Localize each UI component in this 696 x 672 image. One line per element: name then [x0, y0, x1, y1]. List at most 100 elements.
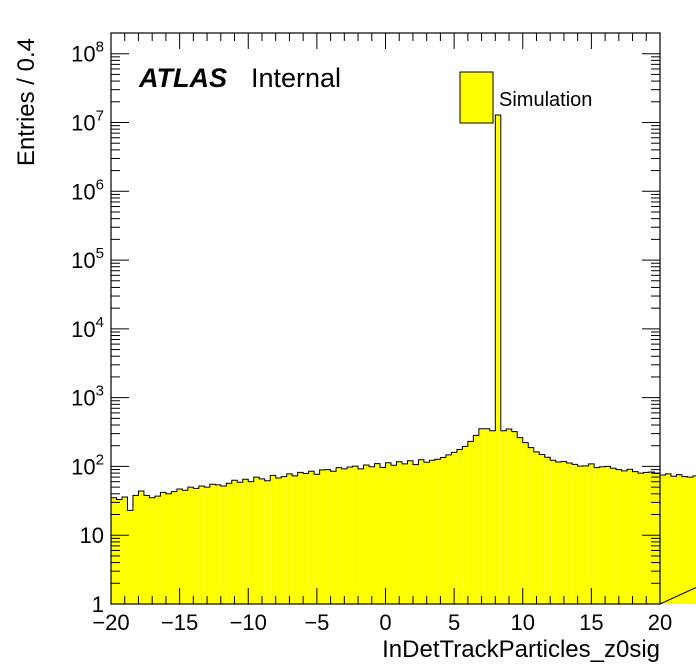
x-tick-label: 15 [579, 610, 603, 635]
histogram-bin [193, 488, 199, 604]
histogram-bin [385, 462, 391, 604]
histogram-bin [149, 497, 155, 604]
histogram-bin [418, 459, 424, 604]
histogram-bin [517, 437, 523, 604]
histogram-bin [281, 476, 287, 604]
histogram-bin [297, 472, 304, 604]
histogram-bin [660, 475, 666, 604]
histogram-outline [110, 114, 696, 605]
y-tick-label: 103 [71, 383, 104, 411]
histogram-bin [352, 466, 359, 604]
histogram-bin [231, 480, 238, 604]
histogram-bin [473, 435, 479, 604]
histogram-bin [369, 466, 375, 604]
histogram-bin [550, 460, 556, 604]
histogram-bin [610, 468, 617, 604]
y-tick-label: 105 [71, 245, 104, 273]
histogram-bin [533, 451, 540, 604]
histogram-bin [336, 467, 342, 604]
histogram-bin [182, 490, 188, 604]
histogram-bin [462, 446, 468, 604]
x-tick-label: 0 [379, 610, 391, 635]
histogram-bin [325, 469, 331, 604]
histogram-bin [363, 464, 370, 604]
histogram-bin [638, 473, 644, 604]
histogram-bin [303, 473, 309, 604]
x-tick-labels: −20 −15 −10 −5 0 5 10 15 20 [92, 610, 672, 635]
atlas-label: ATLAS [138, 63, 227, 93]
histogram-bin [176, 488, 183, 604]
histogram-bin [456, 449, 463, 604]
histogram-bin [632, 471, 639, 604]
x-tick-label: −15 [161, 610, 198, 635]
histogram-bin [220, 485, 227, 604]
histogram-bin [143, 495, 150, 604]
x-axis-title: InDetTrackParticles_z0sig [382, 636, 660, 663]
histogram-bin [670, 476, 677, 604]
histogram-bin [577, 466, 584, 604]
histogram-bin [627, 469, 633, 604]
histogram-bin [396, 461, 402, 604]
y-tick-label: 10 [80, 523, 104, 548]
histogram-bin [242, 479, 249, 604]
histogram-bin [204, 487, 210, 604]
histogram-bin [132, 495, 139, 604]
histogram-bin [599, 466, 606, 604]
histogram-bin [275, 477, 282, 604]
y-tick-label: 104 [71, 314, 104, 342]
histogram-bin [253, 477, 260, 604]
legend-label: Simulation [499, 89, 592, 111]
legend: Simulation [459, 71, 592, 124]
x-tick-label: −10 [230, 610, 267, 635]
histogram-bin [616, 469, 622, 604]
histogram-bin [423, 462, 430, 604]
histogram-bin [429, 460, 435, 604]
histogram-bin [259, 478, 265, 604]
y-tick-label: 106 [71, 176, 104, 204]
y-tick-labels: 1 10 102 103 104 105 106 107 108 [71, 39, 104, 617]
histogram-bin [380, 467, 386, 604]
histogram-bin [566, 463, 573, 604]
histogram-bin [160, 492, 166, 604]
histogram-bin [237, 482, 243, 604]
histogram-bin [407, 460, 413, 604]
x-tick-label: 5 [448, 610, 460, 635]
histogram-bin [484, 428, 490, 604]
histogram-bin [198, 485, 205, 604]
histogram-bin [555, 461, 562, 604]
histogram-bin [522, 442, 529, 604]
histogram-bin [434, 459, 441, 604]
histogram-bin [138, 490, 144, 604]
histogram-bin [314, 474, 320, 604]
histogram-bin [561, 461, 567, 604]
axis-ticks [110, 32, 661, 605]
histogram-bin [264, 480, 271, 604]
histogram-bin [506, 429, 512, 604]
histogram-bin [621, 470, 628, 604]
x-tick-label: −20 [92, 610, 129, 635]
histogram-bin [445, 454, 452, 604]
histogram-bin [594, 467, 600, 604]
histogram-bin [500, 430, 507, 604]
histogram-bin [127, 510, 133, 604]
histogram-bin [308, 471, 315, 604]
histogram-bin [171, 491, 177, 604]
histogram-bin [583, 465, 589, 604]
histogram-bin [544, 457, 551, 604]
histogram-bin [187, 487, 194, 604]
histogram-bin [116, 499, 122, 604]
histogram-bin [226, 483, 232, 604]
x-tick-label: 20 [648, 610, 672, 635]
histogram-bin [286, 473, 293, 604]
histogram-bin [347, 467, 353, 604]
histogram-bin [451, 452, 457, 604]
internal-label: Internal [251, 63, 341, 93]
y-tick-label: 102 [71, 451, 104, 479]
y-tick-label: 108 [71, 39, 104, 67]
histogram-bin [687, 477, 693, 604]
histogram-bin [412, 464, 419, 604]
histogram-bin [341, 468, 348, 604]
histogram-bin [692, 475, 696, 604]
histogram-bin [643, 472, 650, 604]
x-tick-label: −5 [304, 610, 329, 635]
